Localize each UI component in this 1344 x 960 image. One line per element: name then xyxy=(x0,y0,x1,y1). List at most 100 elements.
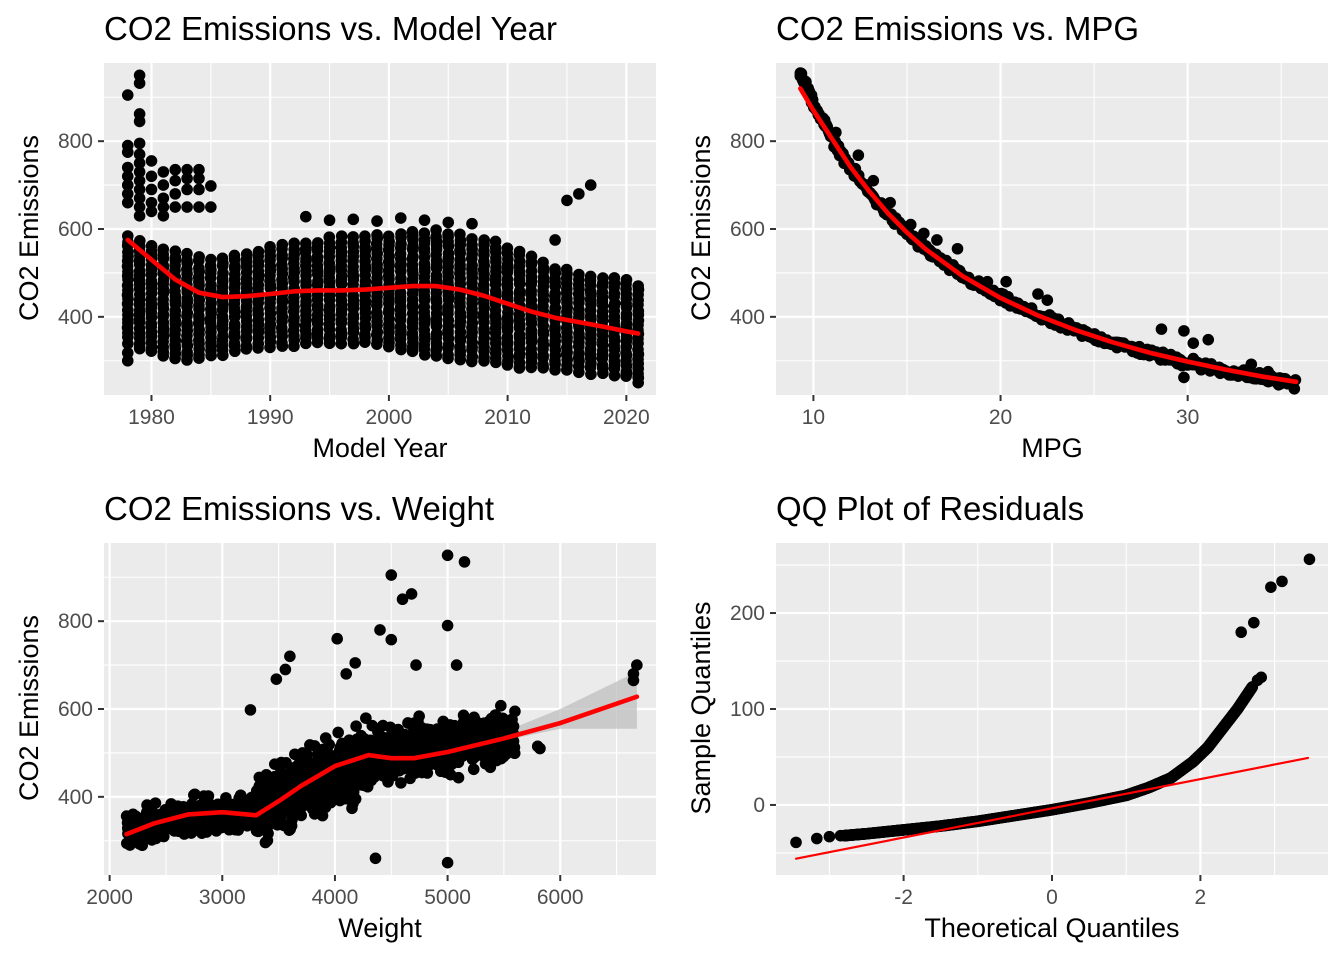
data-point xyxy=(430,727,443,739)
data-point xyxy=(133,115,146,128)
data-point xyxy=(133,77,146,90)
data-point xyxy=(466,217,478,230)
y-tick-label: 0 xyxy=(753,794,765,817)
data-point xyxy=(460,715,472,727)
data-point xyxy=(441,856,454,869)
data-point xyxy=(395,732,407,745)
data-point xyxy=(434,765,447,778)
data-point xyxy=(395,228,407,240)
data-point xyxy=(340,668,353,680)
data-point xyxy=(254,822,266,835)
data-point xyxy=(534,742,546,755)
data-point xyxy=(145,196,158,209)
data-point xyxy=(421,767,434,779)
data-point xyxy=(371,229,383,241)
data-point xyxy=(537,256,549,269)
data-point xyxy=(145,240,158,252)
data-point xyxy=(402,717,414,729)
data-point xyxy=(141,799,153,811)
data-point xyxy=(371,215,383,227)
data-point xyxy=(495,699,507,712)
y-axis-title: CO2 Emissions xyxy=(14,615,44,801)
data-point xyxy=(311,237,324,249)
x-tick-label: 5000 xyxy=(424,886,471,909)
data-point xyxy=(319,801,332,814)
y-tick-label: 200 xyxy=(730,602,765,625)
data-point xyxy=(317,743,329,756)
data-point xyxy=(251,794,264,807)
x-axis-title: Weight xyxy=(338,913,422,943)
data-point xyxy=(121,179,134,191)
data-point xyxy=(1245,358,1258,371)
data-point xyxy=(121,170,134,183)
data-point xyxy=(157,201,170,213)
x-axis-title: Theoretical Quantiles xyxy=(924,913,1179,943)
data-point xyxy=(244,704,257,716)
panel-mpg: CO2 Emissions vs. MPG 10 20 30 400 600 800 MP… xyxy=(686,10,1328,463)
data-point xyxy=(374,624,386,636)
data-point xyxy=(283,824,296,836)
y-tick-label: 800 xyxy=(58,610,93,633)
data-point xyxy=(951,242,964,255)
data-point xyxy=(343,779,356,792)
data-point xyxy=(300,210,312,223)
data-point xyxy=(355,729,367,742)
data-point xyxy=(395,777,407,789)
scatter-points xyxy=(121,69,645,389)
panel-title: CO2 Emissions vs. Weight xyxy=(104,490,494,527)
data-point xyxy=(157,192,170,205)
x-tick-label: 0 xyxy=(1046,886,1058,909)
data-point xyxy=(505,713,518,726)
x-tick-label: 2000 xyxy=(366,406,413,429)
data-point xyxy=(193,163,205,176)
data-point xyxy=(852,149,865,162)
y-tick-label: 600 xyxy=(58,698,93,721)
fit-line xyxy=(124,694,640,837)
data-point xyxy=(146,834,158,846)
data-point xyxy=(121,188,134,200)
axis-ticks: 1980 1990 2000 2010 2020 400 600 800 xyxy=(58,130,650,429)
data-point xyxy=(253,771,266,784)
data-point xyxy=(472,717,485,730)
data-point xyxy=(442,216,455,229)
data-point xyxy=(193,251,205,263)
data-point xyxy=(335,230,348,242)
data-point xyxy=(441,619,454,632)
data-point xyxy=(347,231,359,243)
data-point xyxy=(280,757,292,769)
data-point xyxy=(181,247,193,260)
data-point xyxy=(405,588,418,600)
data-point xyxy=(359,230,371,243)
data-point xyxy=(632,280,644,292)
data-point xyxy=(823,830,836,843)
data-point xyxy=(121,196,134,209)
data-point xyxy=(340,768,353,780)
x-tick-label: 3000 xyxy=(199,886,246,909)
x-tick-label: 2010 xyxy=(484,406,531,429)
data-point xyxy=(394,212,407,224)
data-point xyxy=(349,657,362,669)
data-point xyxy=(133,166,146,178)
data-point xyxy=(216,252,229,265)
data-point xyxy=(120,810,133,822)
data-point xyxy=(867,174,880,187)
data-point xyxy=(458,556,471,568)
data-point xyxy=(549,234,561,246)
data-point xyxy=(261,834,274,847)
data-point xyxy=(288,237,300,250)
data-point xyxy=(1303,553,1316,566)
data-point xyxy=(124,839,136,851)
data-point xyxy=(169,188,182,200)
data-point xyxy=(121,347,134,359)
data-point xyxy=(133,235,146,247)
axis-ticks: 10 20 30 400 600 800 xyxy=(730,130,1199,429)
data-point xyxy=(157,210,170,222)
data-point xyxy=(121,146,134,158)
x-tick-label: 1980 xyxy=(128,406,175,429)
data-point xyxy=(627,674,640,687)
data-point xyxy=(1032,288,1044,300)
data-point xyxy=(319,732,332,744)
data-point xyxy=(133,201,146,213)
panel-weight: CO2 Emissions vs. Weight 2000 3000 4000 500… xyxy=(14,490,656,943)
data-point xyxy=(904,218,917,231)
